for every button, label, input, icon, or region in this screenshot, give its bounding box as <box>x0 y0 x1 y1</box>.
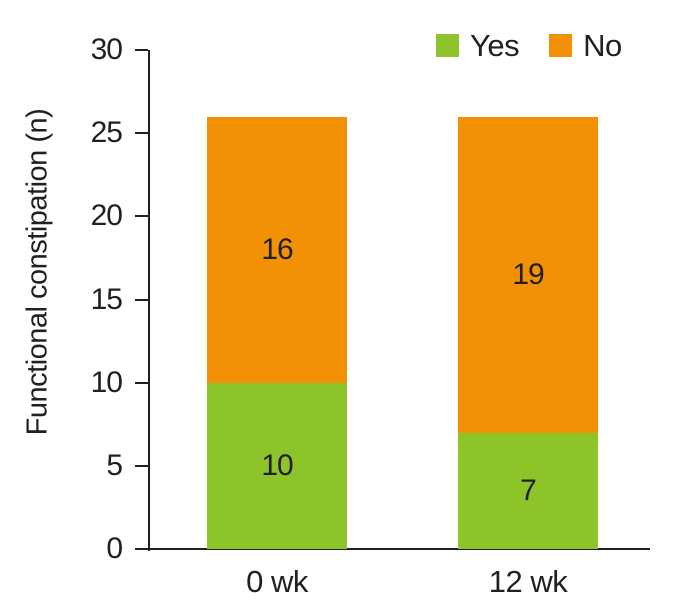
y-tick-label: 10 <box>90 365 123 399</box>
y-tick-label: 0 <box>106 532 123 565</box>
segment-value-label: 10 <box>261 448 293 482</box>
segment-value-label: 7 <box>520 473 537 507</box>
bar-12-wk-segment-no <box>458 116 598 433</box>
y-tick-mark <box>135 548 148 550</box>
y-tick-label: 5 <box>106 448 123 482</box>
x-category-label: 0 wk <box>246 564 308 599</box>
y-tick-label: 30 <box>90 33 123 66</box>
legend-item-no: No <box>549 30 622 61</box>
x-axis-line <box>148 548 650 550</box>
legend-label-yes: Yes <box>470 28 520 63</box>
segment-value-label: 16 <box>261 232 293 266</box>
bar-0-wk-segment-yes <box>207 382 347 549</box>
y-tick-mark <box>135 49 148 51</box>
x-category-label: 12 wk <box>488 564 568 599</box>
bar-0-wk-segment-no <box>207 116 347 383</box>
legend-swatch-yes-icon <box>436 34 459 57</box>
legend-swatch-no-icon <box>549 34 573 57</box>
y-tick-label: 15 <box>90 282 123 316</box>
legend: Yes No <box>436 30 622 61</box>
legend-item-yes: Yes <box>436 28 520 63</box>
y-tick-mark <box>135 381 148 384</box>
y-tick-mark <box>135 215 148 218</box>
bar-12-wk-segment-yes <box>458 432 598 549</box>
segment-value-label: 19 <box>512 257 544 291</box>
y-tick-mark <box>135 464 148 467</box>
y-tick-mark <box>135 298 148 301</box>
y-tick-label: 25 <box>90 116 123 150</box>
legend-label-no: No <box>583 28 622 63</box>
y-tick-label: 20 <box>90 199 123 233</box>
y-tick-mark <box>135 132 148 135</box>
y-axis-line <box>148 50 150 551</box>
